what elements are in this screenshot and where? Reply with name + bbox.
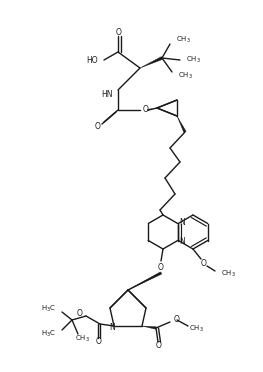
Polygon shape	[142, 326, 156, 329]
Polygon shape	[128, 272, 161, 290]
Text: O: O	[96, 337, 102, 346]
Text: O: O	[174, 315, 180, 324]
Text: HO: HO	[86, 55, 98, 64]
Text: N: N	[109, 324, 115, 333]
Text: CH$_3$: CH$_3$	[176, 35, 191, 45]
Text: CH$_3$: CH$_3$	[74, 334, 89, 344]
Text: O: O	[76, 308, 82, 317]
Text: CH$_3$: CH$_3$	[189, 324, 204, 334]
Text: H$_3$C: H$_3$C	[41, 329, 56, 339]
Polygon shape	[177, 116, 186, 132]
Text: HN: HN	[102, 90, 113, 99]
Text: O: O	[201, 259, 207, 267]
Text: CH$_3$: CH$_3$	[178, 71, 193, 81]
Text: O: O	[158, 263, 164, 272]
Text: CH$_3$: CH$_3$	[221, 269, 236, 279]
Text: N: N	[180, 237, 185, 246]
Text: H$_3$C: H$_3$C	[41, 304, 56, 314]
Text: O: O	[116, 28, 122, 36]
Text: O: O	[95, 122, 101, 131]
Text: O: O	[156, 341, 162, 350]
Text: CH$_3$: CH$_3$	[186, 55, 201, 65]
Text: N: N	[180, 218, 185, 227]
Text: O: O	[143, 105, 149, 113]
Polygon shape	[140, 57, 163, 68]
